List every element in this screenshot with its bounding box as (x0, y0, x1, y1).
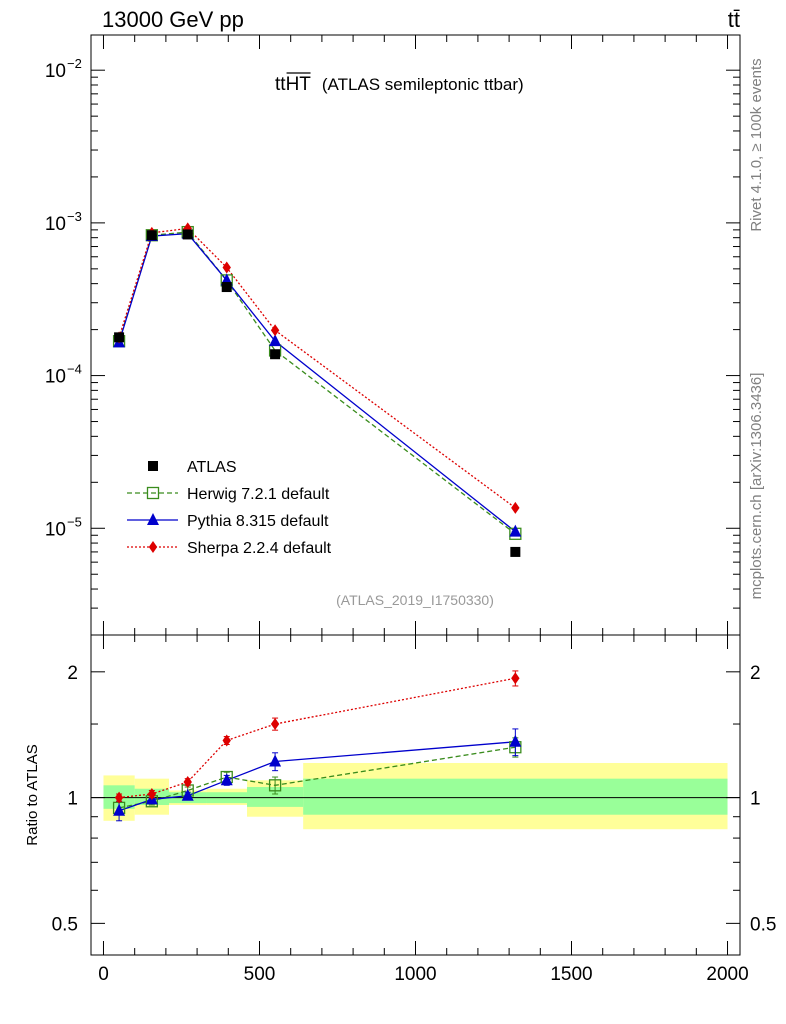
plot-title-tt: tt (275, 74, 286, 95)
legend: ATLAS Herwig 7.2.1 default Pythia 8.315 de… (127, 459, 332, 557)
sherpa-point (511, 501, 520, 514)
y-tick-exponent: −3 (67, 209, 82, 224)
pythia-main-line (118, 232, 516, 533)
x-tick-label: 1000 (394, 964, 436, 985)
sherpa-ratio-point (270, 718, 280, 731)
y-tick-base: 10 (45, 61, 66, 82)
legend-sherpa-label: Sherpa 2.2.4 default (187, 540, 332, 557)
pythia-point (509, 524, 522, 537)
y-tick-label: 10 (45, 214, 66, 235)
sherpa-ratio-point (114, 791, 124, 804)
main-series-lines (118, 227, 516, 535)
band-inner-4 (247, 787, 304, 807)
pythia-ratio-point (181, 788, 194, 801)
atlas-point (182, 229, 193, 240)
ratio-y-tick-label: 0.5 (52, 914, 78, 935)
band-inner-5 (303, 778, 728, 815)
pythia-ratio-point (269, 754, 282, 767)
pythia-ratio-point (509, 734, 522, 747)
plot-title-main: ttHT (275, 74, 311, 95)
header-left: 13000 GeV pp (102, 7, 244, 32)
y-tick-label: 10 (45, 367, 66, 388)
sherpa-ratio-point (222, 734, 231, 747)
legend-atlas-label: ATLAS (187, 459, 237, 476)
mcplots-text: mcplots.cern.ch [arXiv:1306.3436] (748, 373, 765, 600)
sherpa-ratio-point (183, 775, 192, 788)
ratio-y-tick-label-right: 2 (750, 663, 761, 684)
y-tick-label: 10 (45, 519, 66, 540)
legend-herwig-label: Herwig 7.2.1 default (187, 486, 330, 503)
ratio-ylabel: Ratio to ATLAS (24, 744, 41, 845)
ratio-uncertainty-bands (91, 763, 740, 830)
x-tick-label: 2000 (706, 964, 748, 985)
sherpa-point (222, 261, 231, 274)
legend-sherpa-marker (148, 541, 158, 553)
y-tick-exponent: −4 (67, 362, 82, 377)
herwig-ratio-point (268, 779, 282, 792)
atlas-point (146, 230, 157, 241)
x-tick-label: 1500 (550, 964, 592, 985)
plot-title: ttHT (ATLAS semileptonic ttbar) (275, 74, 524, 95)
legend-pythia-marker (147, 513, 159, 525)
main-series-markers (112, 222, 522, 557)
atlas-point (221, 282, 232, 293)
atlas-point (114, 332, 125, 343)
legend-pythia-label: Pythia 8.315 default (187, 513, 329, 530)
y-tick-base: 10 (45, 519, 66, 540)
x-tick-label: 500 (244, 964, 276, 985)
header-right: tt̄ (728, 7, 740, 32)
rivet-version-text: Rivet 4.1.0, ≥ 100k events (748, 58, 765, 231)
atlas-point (510, 546, 521, 557)
sherpa-ratio-point (147, 788, 157, 801)
ratio-y-tick-label-right: 0.5 (750, 914, 776, 935)
sherpa-main-line (118, 227, 516, 509)
analysis-tag: (ATLAS_2019_I1750330) (336, 592, 494, 608)
legend-atlas-marker (148, 461, 158, 471)
ratio-y-tick-label-right: 1 (750, 789, 761, 810)
pythia-ratio-point (220, 773, 233, 786)
plot-title-sub: (ATLAS semileptonic ttbar) (322, 75, 524, 94)
ratio-series-markers (112, 670, 522, 822)
y-tick-exponent: −2 (67, 56, 82, 71)
y-tick-exponent: −5 (67, 514, 82, 529)
atlas-point (270, 349, 281, 360)
sherpa-ratio-point (511, 672, 520, 685)
x-tick-label: 0 (98, 964, 109, 985)
pythia-ratio-point (113, 803, 126, 816)
y-tick-label: 10 (45, 61, 66, 82)
plot-title-ht: HT (286, 74, 312, 95)
pythia-point (269, 334, 282, 347)
ratio-y-tick-label: 2 (67, 663, 78, 684)
y-tick-base: 10 (45, 367, 66, 388)
y-tick-base: 10 (45, 214, 66, 235)
sherpa-point (270, 324, 280, 337)
legend-herwig-marker (146, 486, 160, 500)
ratio-y-tick-label: 1 (67, 789, 78, 810)
